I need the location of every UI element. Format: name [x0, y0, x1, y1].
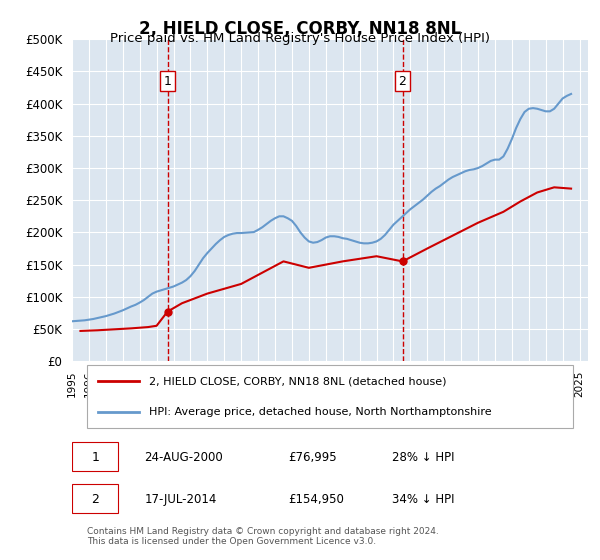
Text: 2, HIELD CLOSE, CORBY, NN18 8NL (detached house): 2, HIELD CLOSE, CORBY, NN18 8NL (detache… — [149, 376, 447, 386]
Text: £154,950: £154,950 — [289, 493, 344, 506]
Text: 28% ↓ HPI: 28% ↓ HPI — [392, 451, 454, 464]
Text: 1: 1 — [164, 74, 172, 87]
FancyBboxPatch shape — [88, 365, 572, 428]
Text: Price paid vs. HM Land Registry's House Price Index (HPI): Price paid vs. HM Land Registry's House … — [110, 32, 490, 45]
FancyBboxPatch shape — [72, 442, 118, 471]
Text: Contains HM Land Registry data © Crown copyright and database right 2024.
This d: Contains HM Land Registry data © Crown c… — [88, 527, 439, 547]
Text: 2: 2 — [398, 74, 406, 87]
Text: 24-AUG-2000: 24-AUG-2000 — [144, 451, 223, 464]
Text: 17-JUL-2014: 17-JUL-2014 — [144, 493, 217, 506]
FancyBboxPatch shape — [72, 484, 118, 513]
Text: £76,995: £76,995 — [289, 451, 337, 464]
Text: 2: 2 — [91, 493, 99, 506]
Text: 34% ↓ HPI: 34% ↓ HPI — [392, 493, 454, 506]
Text: HPI: Average price, detached house, North Northamptonshire: HPI: Average price, detached house, Nort… — [149, 407, 492, 417]
Text: 2, HIELD CLOSE, CORBY, NN18 8NL: 2, HIELD CLOSE, CORBY, NN18 8NL — [139, 20, 461, 38]
Text: 1: 1 — [91, 451, 99, 464]
